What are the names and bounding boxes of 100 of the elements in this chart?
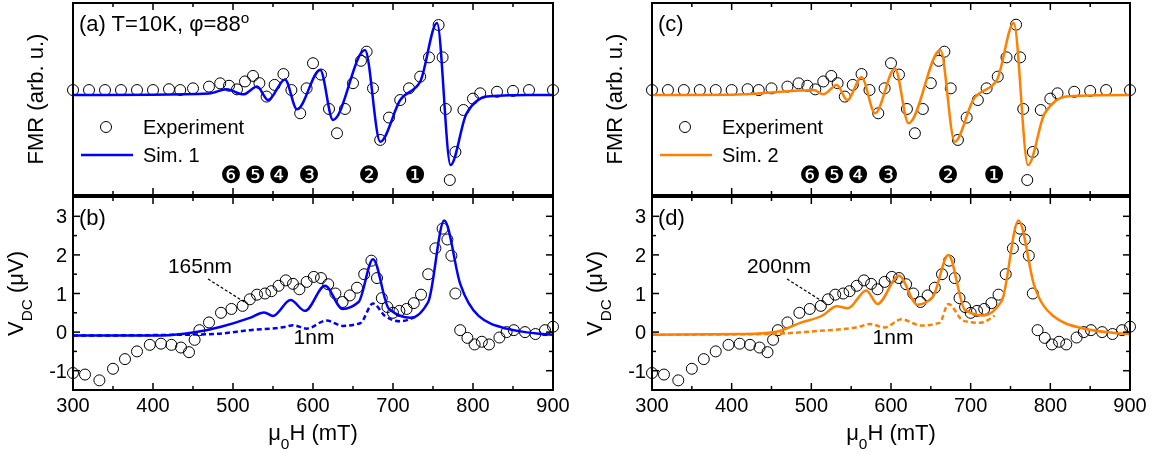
annotation: ❺ xyxy=(244,161,266,189)
point xyxy=(403,82,415,95)
x-tick-label: 400 xyxy=(714,394,749,416)
point xyxy=(709,84,722,97)
point xyxy=(831,77,844,90)
point xyxy=(253,77,266,90)
point xyxy=(383,111,395,124)
point xyxy=(646,84,658,97)
point xyxy=(449,145,462,158)
point xyxy=(825,69,838,82)
point xyxy=(339,102,351,115)
x-tick-label: 800 xyxy=(456,394,490,416)
point xyxy=(1000,51,1013,64)
x-tick-label: 500 xyxy=(216,394,250,416)
point xyxy=(268,78,281,91)
point xyxy=(231,83,243,96)
y-tick-label: 0 xyxy=(55,321,67,344)
point xyxy=(331,127,343,140)
point xyxy=(507,84,519,97)
x-tick-label: 500 xyxy=(794,394,829,416)
point xyxy=(855,68,868,81)
point xyxy=(315,68,327,81)
point xyxy=(980,82,993,95)
point xyxy=(838,90,851,103)
point xyxy=(765,82,778,95)
x-tick-label: 700 xyxy=(376,394,410,416)
point xyxy=(908,127,921,140)
annotation: ❻ xyxy=(220,161,242,189)
point xyxy=(394,94,407,107)
x-tick-label: 900 xyxy=(1113,394,1147,416)
y-tick-label: -1 xyxy=(49,359,67,382)
y-tick-label: 2 xyxy=(634,243,646,266)
chart-title: (c) xyxy=(658,11,684,36)
point xyxy=(1017,102,1030,115)
point xyxy=(436,51,449,64)
point xyxy=(203,80,215,93)
point xyxy=(817,75,830,88)
point xyxy=(214,77,227,90)
point xyxy=(300,82,313,95)
point xyxy=(260,90,273,103)
point xyxy=(809,83,822,96)
annotation: 1nm xyxy=(293,325,335,348)
point xyxy=(801,79,814,92)
annotation: ❻ xyxy=(799,161,821,189)
annotation: ❸ xyxy=(298,161,320,189)
point xyxy=(323,102,335,115)
point xyxy=(938,45,951,58)
point xyxy=(971,94,984,107)
point xyxy=(491,85,503,98)
point xyxy=(367,82,379,95)
x-tick-label: 700 xyxy=(953,394,988,416)
y-tick-label: 2 xyxy=(55,243,67,266)
x-tick-label: 400 xyxy=(136,394,170,416)
point xyxy=(892,68,905,81)
x-axis-title: μ$_{0}$H (mT) xyxy=(268,420,358,452)
point xyxy=(1026,145,1039,158)
annotation: ❹ xyxy=(268,161,290,189)
point xyxy=(1124,84,1136,97)
annotation: 200nm xyxy=(746,254,812,277)
point xyxy=(792,77,805,90)
annotation: ❷ xyxy=(358,161,380,189)
point xyxy=(872,107,885,120)
chart-title: (a) T=10K, φ=88$^{o}$ xyxy=(79,8,250,36)
point xyxy=(432,19,445,32)
point xyxy=(277,68,290,81)
y-tick-label: -1 xyxy=(628,359,646,382)
legend-label: Experiment xyxy=(143,116,245,138)
point xyxy=(900,102,913,115)
point xyxy=(932,54,945,67)
annotation: ❸ xyxy=(877,161,899,189)
point xyxy=(1021,174,1034,187)
y-axis-title: FMR (arb. u.) xyxy=(602,33,627,165)
annotation: ❶ xyxy=(404,161,426,189)
y-tick-label: 0 xyxy=(634,321,646,344)
point xyxy=(439,102,452,115)
y-axis-title: FMR (arb. u.) xyxy=(23,33,48,165)
point xyxy=(423,51,435,64)
x-tick-label: 800 xyxy=(1033,394,1068,416)
annotation: ❶ xyxy=(983,161,1005,189)
x-tick-label: 300 xyxy=(635,394,669,416)
point xyxy=(239,75,251,88)
point xyxy=(991,70,1004,83)
point xyxy=(414,70,427,83)
annotation: ❷ xyxy=(937,161,959,189)
annotation: ❹ xyxy=(847,161,869,189)
point xyxy=(752,84,765,97)
point xyxy=(863,84,876,97)
point xyxy=(1044,92,1057,105)
point xyxy=(294,107,307,120)
x-axis-title: μ$_{0}$H (mT) xyxy=(846,420,936,452)
point xyxy=(355,54,367,67)
point xyxy=(878,82,891,95)
point xyxy=(374,133,387,146)
y-tick-label: 1 xyxy=(55,282,67,305)
point xyxy=(67,84,79,97)
point xyxy=(474,87,487,100)
point xyxy=(547,84,559,97)
y-tick-label: 3 xyxy=(634,205,646,228)
point xyxy=(916,102,929,115)
point xyxy=(781,80,794,93)
